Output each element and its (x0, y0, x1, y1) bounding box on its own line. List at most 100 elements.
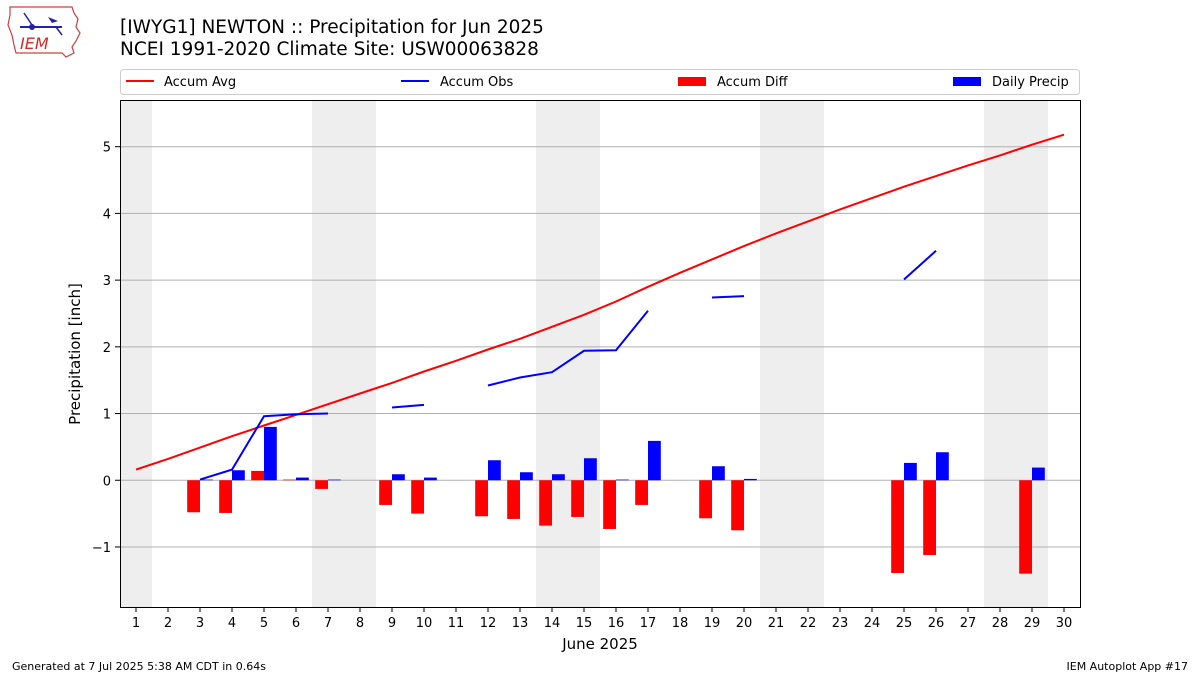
accum-obs-line-segment-0 (199, 412, 329, 481)
app-note: IEM Autoplot App #17 (1066, 660, 1189, 673)
weekend-band-3 (760, 100, 824, 607)
accum-diff-bars (187, 470, 1032, 574)
daily-precip-bar-19 (712, 466, 725, 481)
x-tick-label-1: 2 (164, 616, 172, 631)
accum-diff-bar-10 (411, 480, 424, 514)
accum-diff-bar-14 (539, 480, 552, 526)
accum-diff-bar-3 (187, 480, 200, 513)
x-tick-label-29: 30 (1056, 616, 1073, 631)
x-tick-label-0: 1 (132, 616, 140, 631)
daily-precip-bar-25 (904, 462, 917, 481)
logo-text: IEM (20, 34, 49, 53)
daily-precip-bar-13 (520, 472, 533, 481)
accum-avg-line-segment-0 (135, 133, 1065, 471)
x-tick-label-9: 10 (416, 616, 433, 631)
x-tick-label-3: 4 (228, 616, 236, 631)
weekend-band-1 (312, 100, 376, 607)
x-tick-label-11: 12 (480, 616, 497, 631)
accum-diff-bar-12 (475, 480, 488, 517)
iem-logo: IEM (6, 5, 82, 59)
daily-precip-bar-9 (392, 474, 405, 481)
accum-avg-line (135, 133, 1065, 471)
daily-precip-bar-6 (296, 477, 309, 481)
x-tick-label-8: 9 (388, 616, 396, 631)
legend-swatch-daily-precip (953, 77, 981, 86)
daily-precip-bar-29 (1032, 467, 1045, 481)
x-tick-label-19: 20 (736, 616, 753, 631)
y-tick-label-5: 4 (103, 207, 111, 222)
chart-title: [IWYG1] NEWTON :: Precipitation for Jun … (120, 17, 544, 38)
legend-label-accum-diff: Accum Diff (717, 75, 789, 90)
daily-precip-bar-5 (264, 426, 277, 481)
daily-precip-bar-12 (488, 460, 501, 481)
y-tick-label-2: 1 (103, 408, 111, 423)
accum-obs-line-segment-1 (391, 403, 425, 409)
gridlines (120, 146, 1080, 548)
accum-diff-bar-20 (731, 480, 744, 531)
accum-diff-bar-25 (891, 480, 904, 573)
x-tick-label-25: 26 (928, 616, 945, 631)
y-axis: −1 0 1 2 3 4 5 (92, 141, 120, 556)
x-tick-label-23: 24 (864, 616, 881, 631)
legend: Accum Avg Accum Obs Accum Diff Daily Pre… (120, 69, 1080, 95)
daily-precip-bars (200, 426, 1045, 481)
x-tick-label-2: 3 (196, 616, 204, 631)
x-tick-label-24: 25 (896, 616, 913, 631)
weekend-bands (120, 100, 1048, 607)
legend-swatch-accum-diff (678, 77, 706, 86)
x-tick-label-22: 23 (832, 616, 849, 631)
accum-diff-bar-7 (315, 480, 328, 489)
x-tick-label-26: 27 (960, 616, 977, 631)
x-tick-label-18: 19 (704, 616, 721, 631)
x-tick-label-13: 14 (544, 616, 561, 631)
daily-precip-bar-20 (744, 478, 757, 481)
weekend-band-2 (536, 100, 600, 607)
weekend-band-4 (984, 100, 1048, 607)
x-tick-label-20: 21 (768, 616, 785, 631)
daily-precip-bar-10 (424, 477, 437, 481)
accum-diff-bar-19 (699, 480, 712, 519)
x-tick-label-28: 29 (1024, 616, 1041, 631)
x-tick-label-10: 11 (448, 616, 465, 631)
legend-label-accum-avg: Accum Avg (164, 75, 236, 90)
daily-precip-bar-3 (200, 479, 213, 481)
x-tick-label-4: 5 (260, 616, 268, 631)
plot-frame (120, 100, 1081, 608)
x-tick-label-27: 28 (992, 616, 1009, 631)
daily-precip-bar-16 (616, 479, 629, 481)
x-tick-label-15: 16 (608, 616, 625, 631)
x-tick-label-14: 15 (576, 616, 593, 631)
generated-note: Generated at 7 Jul 2025 5:38 AM CDT in 0… (12, 660, 266, 673)
legend-label-accum-obs: Accum Obs (440, 75, 513, 90)
accum-diff-bar-9 (379, 480, 392, 505)
x-tick-label-6: 7 (324, 616, 332, 631)
x-tick-label-12: 13 (512, 616, 529, 631)
accum-obs-line-segment-3 (711, 295, 745, 299)
x-axis: 1 2 3 4 5 6 7 8 9 10 11 12 13 14 15 16 17 18 19 20 21 22 23 24 2… (132, 607, 1072, 631)
y-axis-label: Precipitation [inch] (66, 283, 84, 425)
accum-obs-line-segment-2 (487, 310, 649, 387)
accum-diff-bar-4 (219, 480, 232, 513)
x-axis-label: June 2025 (561, 635, 638, 653)
daily-precip-bar-4 (232, 470, 245, 481)
accum-obs-line (199, 250, 937, 481)
accum-diff-bar-26 (923, 480, 936, 555)
daily-precip-bar-7 (328, 479, 341, 481)
accum-diff-bar-6 (283, 479, 296, 481)
y-tick-label-1: 0 (103, 474, 111, 489)
weekend-band-0 (120, 100, 152, 607)
x-tick-label-17: 18 (672, 616, 689, 631)
accum-diff-bar-5 (251, 470, 264, 481)
accum-diff-bar-29 (1019, 480, 1032, 574)
legend-label-daily-precip: Daily Precip (992, 75, 1069, 90)
y-tick-label-0: −1 (92, 541, 111, 556)
y-tick-label-3: 2 (103, 341, 111, 356)
daily-precip-bar-17 (648, 440, 661, 481)
y-tick-label-4: 3 (103, 274, 111, 289)
accum-diff-bar-16 (603, 480, 616, 529)
accum-diff-bar-13 (507, 480, 520, 519)
accum-diff-bar-15 (571, 480, 584, 517)
daily-precip-bar-26 (936, 452, 949, 481)
x-tick-label-16: 17 (640, 616, 657, 631)
